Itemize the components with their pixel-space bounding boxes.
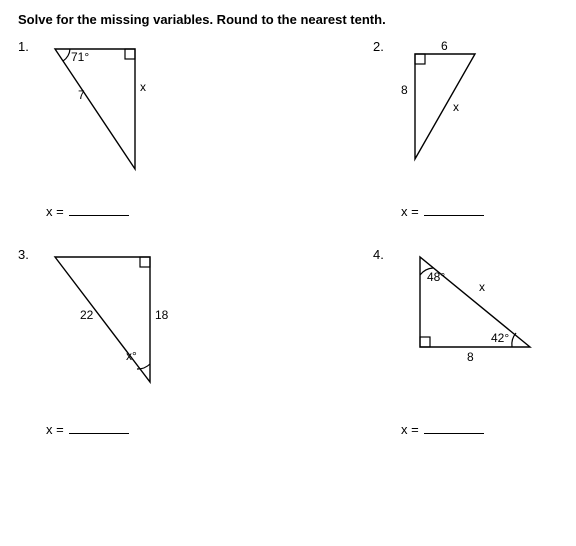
answer-line: x = <box>46 421 203 437</box>
triangle-figure-4: 48° 42° x 8 <box>395 247 545 397</box>
answer-blank[interactable] <box>424 421 484 434</box>
answer-line: x = <box>401 421 558 437</box>
answer-line: x = <box>46 203 203 219</box>
answer-prefix: x = <box>401 422 419 437</box>
problem-4: 4. 48° 42° x 8 x = <box>373 247 558 437</box>
side-label-x: x <box>479 280 485 294</box>
side-label-x: x <box>453 100 459 114</box>
side-label-top: 6 <box>441 39 448 53</box>
problem-2: 2. 6 8 x x = <box>373 39 558 219</box>
problem-grid: 1. 71° 7 x x = 2. 6 8 x <box>18 39 558 437</box>
problem-number: 3. <box>18 247 29 262</box>
problem-3: 3. 22 18 x° x = <box>18 247 203 437</box>
side-label-right: 18 <box>155 308 169 322</box>
answer-prefix: x = <box>46 422 64 437</box>
angle-label-top: 48° <box>427 270 445 284</box>
answer-prefix: x = <box>401 204 419 219</box>
triangle-figure-1: 71° 7 x <box>40 39 150 179</box>
side-label-bottom: 8 <box>467 350 474 364</box>
angle-label: 71° <box>71 50 89 64</box>
problem-number: 4. <box>373 247 384 262</box>
answer-line: x = <box>401 203 558 219</box>
problem-number: 2. <box>373 39 384 54</box>
side-label-hyp: 22 <box>80 308 94 322</box>
triangle-figure-3: 22 18 x° <box>40 247 170 397</box>
answer-blank[interactable] <box>69 203 129 216</box>
worksheet-title: Solve for the missing variables. Round t… <box>18 12 558 27</box>
answer-blank[interactable] <box>69 421 129 434</box>
answer-prefix: x = <box>46 204 64 219</box>
side-label-x: x <box>140 80 146 94</box>
side-label-left: 8 <box>401 83 408 97</box>
angle-label-right: 42° <box>491 331 509 345</box>
side-label-hyp: 7 <box>78 88 85 102</box>
angle-label-x: x° <box>126 349 137 363</box>
triangle-figure-2: 6 8 x <box>395 39 505 179</box>
answer-blank[interactable] <box>424 203 484 216</box>
problem-1: 1. 71° 7 x x = <box>18 39 203 219</box>
problem-number: 1. <box>18 39 29 54</box>
